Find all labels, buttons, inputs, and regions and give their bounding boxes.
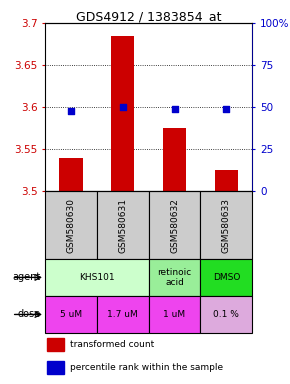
Text: dose: dose xyxy=(18,310,41,319)
Point xyxy=(224,106,229,112)
FancyBboxPatch shape xyxy=(97,296,148,333)
Text: GSM580632: GSM580632 xyxy=(170,198,179,253)
FancyBboxPatch shape xyxy=(97,192,148,259)
Point xyxy=(120,104,125,110)
Text: 1.7 uM: 1.7 uM xyxy=(107,310,138,319)
Bar xyxy=(47,338,64,351)
Text: 5 uM: 5 uM xyxy=(60,310,82,319)
FancyBboxPatch shape xyxy=(200,259,252,296)
Text: GSM580630: GSM580630 xyxy=(66,198,75,253)
Text: percentile rank within the sample: percentile rank within the sample xyxy=(70,363,223,372)
FancyBboxPatch shape xyxy=(45,192,97,259)
FancyBboxPatch shape xyxy=(45,296,97,333)
Text: KHS101: KHS101 xyxy=(79,273,115,282)
FancyBboxPatch shape xyxy=(148,259,200,296)
Bar xyxy=(47,361,64,374)
Text: DMSO: DMSO xyxy=(213,273,240,282)
Text: GSM580633: GSM580633 xyxy=(222,198,231,253)
Point xyxy=(68,108,73,114)
FancyBboxPatch shape xyxy=(148,296,200,333)
Bar xyxy=(163,128,186,192)
Text: 1 uM: 1 uM xyxy=(164,310,186,319)
FancyBboxPatch shape xyxy=(148,192,200,259)
Text: 0.1 %: 0.1 % xyxy=(213,310,239,319)
Title: GDS4912 / 1383854_at: GDS4912 / 1383854_at xyxy=(76,10,221,23)
Text: agent: agent xyxy=(12,272,41,282)
Text: retinoic
acid: retinoic acid xyxy=(157,268,192,287)
FancyBboxPatch shape xyxy=(200,296,252,333)
Text: transformed count: transformed count xyxy=(70,340,154,349)
Bar xyxy=(215,170,238,192)
Text: GSM580631: GSM580631 xyxy=(118,198,127,253)
Bar xyxy=(59,158,83,192)
Point xyxy=(172,106,177,112)
Bar xyxy=(111,36,134,192)
FancyBboxPatch shape xyxy=(45,259,148,296)
FancyBboxPatch shape xyxy=(200,192,252,259)
